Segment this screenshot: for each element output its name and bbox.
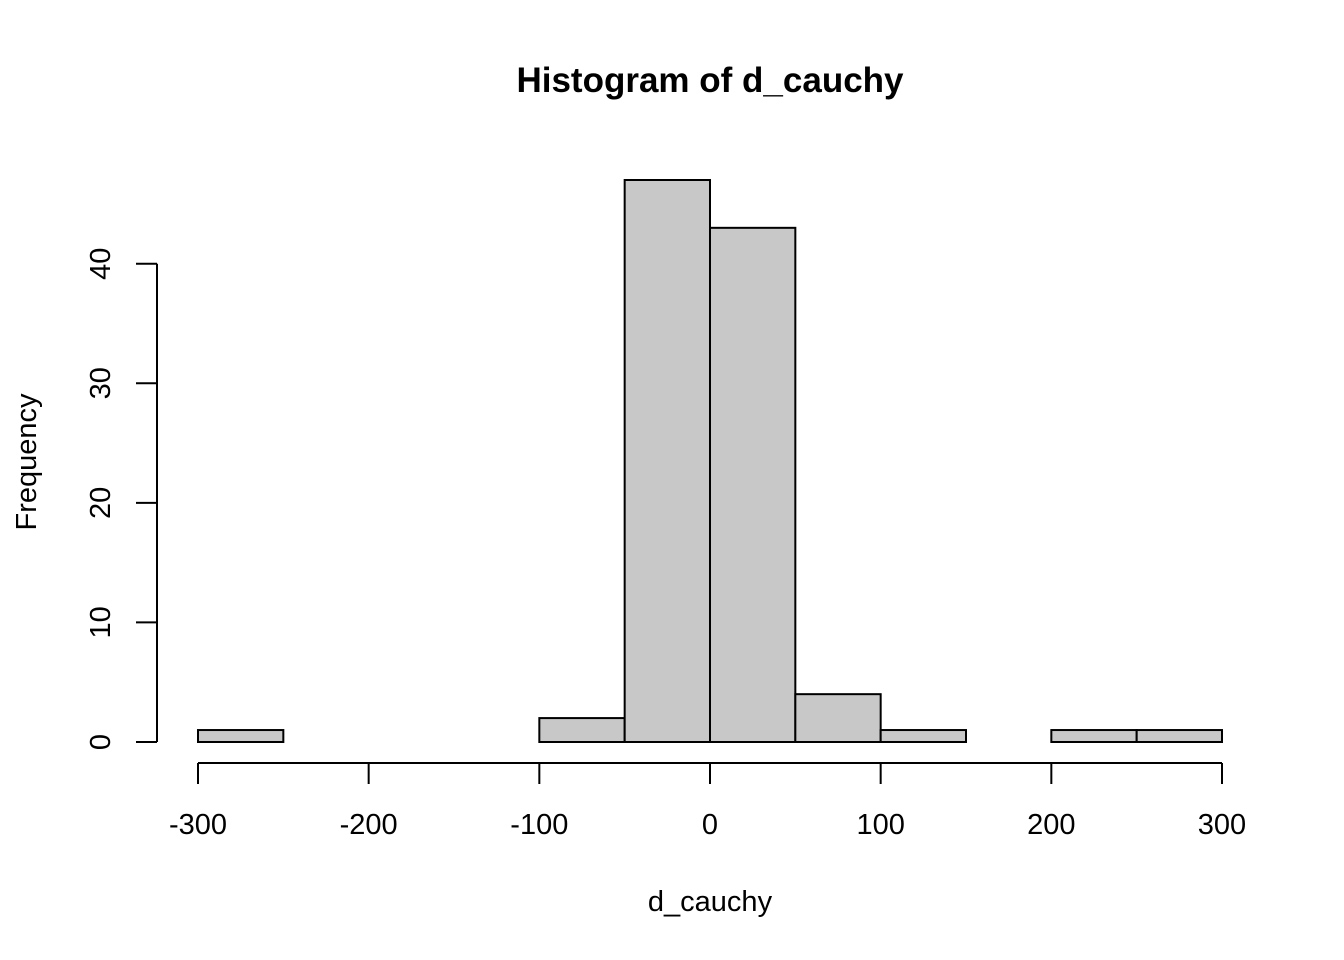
- x-axis-label: d_cauchy: [648, 886, 773, 918]
- histogram-bar: [1135, 729, 1223, 743]
- x-tick-label: 200: [1027, 809, 1075, 841]
- y-tick-label: 40: [85, 248, 117, 280]
- histogram-bar: [709, 226, 797, 744]
- y-tick-label: 20: [85, 487, 117, 519]
- histogram-bar: [1050, 729, 1138, 743]
- chart-title: Histogram of d_cauchy: [516, 61, 904, 100]
- histogram-bar: [538, 717, 626, 743]
- x-tick-label: -100: [510, 809, 568, 841]
- y-tick-label: 30: [85, 367, 117, 399]
- y-tick-label: 10: [85, 606, 117, 638]
- histogram-bar: [794, 693, 882, 744]
- x-tick-label: 300: [1198, 809, 1246, 841]
- histogram-bar: [197, 729, 285, 743]
- bars-group: [197, 179, 1223, 744]
- y-tick-label: 0: [85, 734, 117, 750]
- x-tick-label: -200: [340, 809, 398, 841]
- y-axis: 0 10 20 30 40: [85, 248, 158, 750]
- x-axis: -300 -200 -100 0 100 200 300: [169, 762, 1246, 841]
- x-tick-label: 0: [702, 809, 718, 841]
- histogram-bar: [879, 729, 968, 743]
- y-axis-label: Frequency: [11, 393, 43, 531]
- histogram-bar: [623, 179, 712, 743]
- x-tick-label: 100: [856, 809, 904, 841]
- x-tick-label: -300: [169, 809, 227, 841]
